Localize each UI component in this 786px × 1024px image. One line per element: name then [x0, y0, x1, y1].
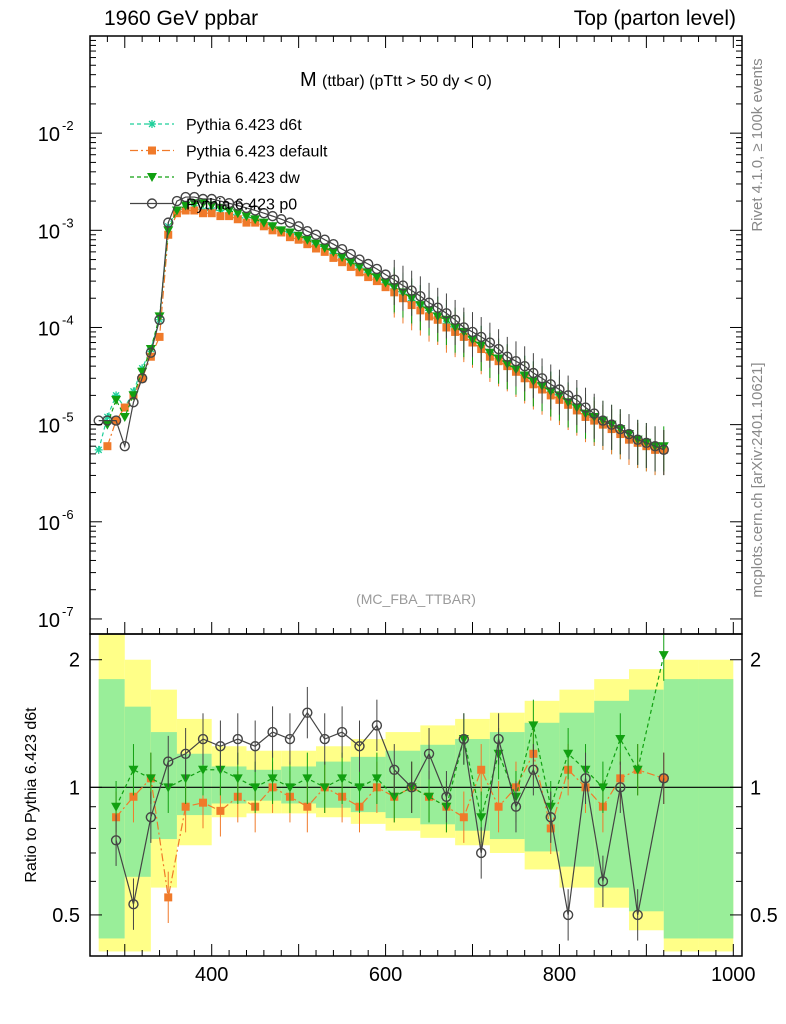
ratio-point: [216, 807, 224, 815]
band-green-segment: [664, 679, 699, 938]
y-tick-exponent: -4: [62, 312, 74, 327]
legend-entry-0: Pythia 6.423 d6t: [130, 117, 302, 134]
legend-marker: [147, 173, 157, 182]
rivet-version-label: Rivet 4.1.0, ≥ 100k events: [749, 58, 766, 231]
ratio-point: [495, 803, 503, 811]
band-green-segment: [699, 679, 734, 938]
x-tick-label: 800: [543, 964, 576, 986]
legend-label: Pythia 6.423 p0: [186, 197, 297, 214]
legend-marker: [148, 120, 156, 128]
x-tick-label: 1000: [711, 964, 756, 986]
series-line: [107, 203, 663, 446]
legend-label: Pythia 6.423 default: [186, 144, 328, 161]
ratio-point: [199, 799, 207, 807]
data-point: [103, 442, 111, 450]
main-plot-subtitle: (ttbar) (pTtt > 50 dy < 0): [322, 73, 492, 90]
legend-entry-2: Pythia 6.423 dw: [130, 170, 300, 187]
legend-label: Pythia 6.423 d6t: [186, 117, 302, 134]
ratio-y-tick-label-right: 0.5: [750, 905, 778, 927]
x-tick-label: 600: [369, 964, 402, 986]
mcplots-label: mcplots.cern.ch [arXiv:2401.10621]: [749, 362, 766, 597]
analysis-watermark: (MC_FBA_TTBAR): [356, 591, 476, 607]
legend-label: Pythia 6.423 dw: [186, 170, 300, 187]
ratio-point: [460, 813, 468, 821]
ratio-point: [164, 893, 172, 901]
series-main-1: [103, 206, 667, 475]
y-tick-exponent: -3: [62, 215, 74, 230]
ratio-y-tick-label-right: 2: [750, 650, 761, 672]
band-green-segment: [99, 679, 125, 938]
y-tick-label: 10: [38, 610, 60, 632]
ratio-point: [477, 766, 485, 774]
y-tick-label: 10: [38, 221, 60, 243]
x-tick-label: 400: [195, 964, 228, 986]
y-tick-exponent: -2: [62, 118, 74, 133]
y-tick-label: 10: [38, 513, 60, 535]
data-point: [95, 446, 103, 454]
ratio-ylabel: Ratio to Pythia 6.423 d6t: [23, 707, 40, 883]
series-main-2: [102, 199, 668, 471]
ratio-y-tick-label-left: 0.5: [52, 905, 80, 927]
ratio-y-tick-label-right: 1: [750, 777, 761, 799]
legend-entry-1: Pythia 6.423 default: [130, 144, 328, 161]
legend: Pythia 6.423 d6t Pythia 6.423 default Pyth…: [130, 117, 328, 214]
y-tick-exponent: -6: [62, 507, 74, 522]
band-green-segment: [629, 690, 664, 912]
band-green-segment: [151, 732, 177, 839]
y-tick-label: 10: [38, 124, 60, 146]
main-plot-title: M: [300, 69, 317, 91]
y-tick-label: 10: [38, 416, 60, 438]
chart-canvas: 400 600 800 100010 -210 -310 -410 -510 -610 -72 21…: [0, 0, 786, 1024]
legend-marker: [148, 147, 156, 155]
ratio-y-tick-label-left: 1: [69, 777, 80, 799]
legend-entry-3: Pythia 6.423 p0: [130, 197, 297, 214]
series-main-0: [95, 204, 668, 475]
y-tick-exponent: -5: [62, 410, 74, 425]
uncertainty-bands: [90, 634, 742, 951]
y-tick-exponent: -7: [62, 604, 74, 619]
ratio-y-tick-label-left: 2: [69, 650, 80, 672]
y-tick-label: 10: [38, 318, 60, 340]
main-plot-series: [94, 193, 669, 476]
ratio-point: [659, 651, 669, 660]
series-main-3: [94, 193, 668, 476]
data-point: [156, 333, 164, 341]
